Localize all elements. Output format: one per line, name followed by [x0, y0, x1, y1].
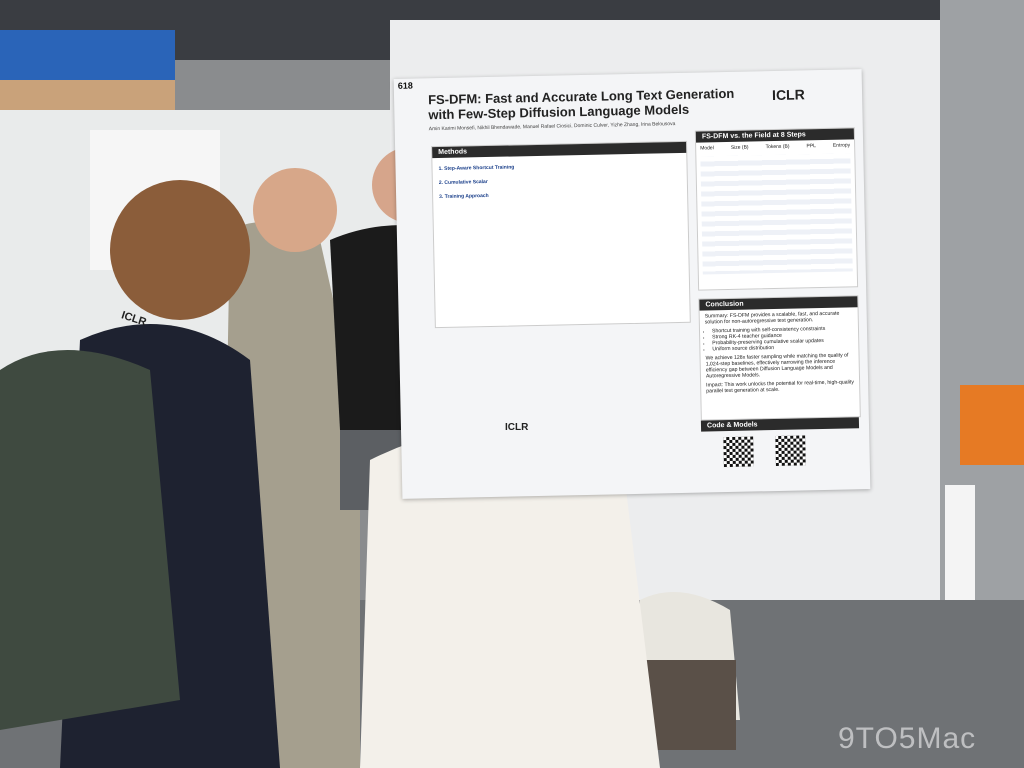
column-header: Entropy — [832, 142, 851, 149]
methods-steps: 1. Step-Aware Shortcut Training 2. Cumula… — [432, 161, 687, 200]
backpack-floor — [636, 660, 736, 750]
person-white-coat — [360, 424, 660, 768]
conclusion-impact: Impact: This work unlocks the potential … — [706, 379, 854, 395]
conclusion-result: We achieve 128x faster sampling while ma… — [705, 352, 849, 380]
methods-heading: Methods — [432, 141, 687, 159]
backpack — [0, 350, 180, 730]
method-step: 1. Step-Aware Shortcut Training — [438, 164, 515, 173]
method-step: 3. Training Approach — [439, 192, 489, 201]
lanyard-badge: ICLR — [505, 422, 529, 433]
column-header: Tokens (B) — [765, 143, 790, 151]
methods-panel: Methods 1. Step-Aware Shortcut Training 2… — [431, 140, 691, 329]
column-header: PPL — [806, 143, 816, 150]
qr-code — [723, 436, 754, 468]
orange-carpet — [960, 385, 1024, 465]
code-panel: Code & Models — [700, 417, 860, 472]
watermark: 9TO5Mac — [838, 722, 977, 755]
conclusion-bullets: Shortcut training with self-consistency … — [712, 325, 858, 352]
table-header: Model Size (B) Tokens (B) PPL Entropy — [696, 139, 854, 154]
poster-title: FS-DFM: Fast and Accurate Long Text Gene… — [427, 85, 735, 123]
method-step: 2. Cumulative Scalar — [438, 178, 488, 187]
person-left-hair — [110, 180, 250, 320]
comparison-panel: FS-DFM vs. the Field at 8 Steps Model Siz… — [694, 127, 859, 291]
poster-logo: ICLR — [771, 86, 805, 104]
conclusion-panel: Conclusion Summary: FS-DFM provides a sc… — [698, 295, 861, 421]
code-heading: Code & Models — [700, 417, 860, 432]
poster: 618 FS-DFM: Fast and Accurate Long Text … — [393, 69, 871, 499]
table-rows — [700, 153, 853, 275]
column-header: Size (B) — [730, 144, 749, 151]
qr-code — [775, 435, 806, 467]
conclusion-summary: Summary: FS-DFM provides a scalable, fas… — [704, 310, 840, 326]
blue-banner — [0, 30, 175, 80]
column-header: Model — [700, 145, 714, 152]
conclusion-heading: Conclusion — [699, 296, 858, 311]
poster-number: 618 — [397, 80, 413, 91]
person-grey-head — [253, 168, 337, 252]
